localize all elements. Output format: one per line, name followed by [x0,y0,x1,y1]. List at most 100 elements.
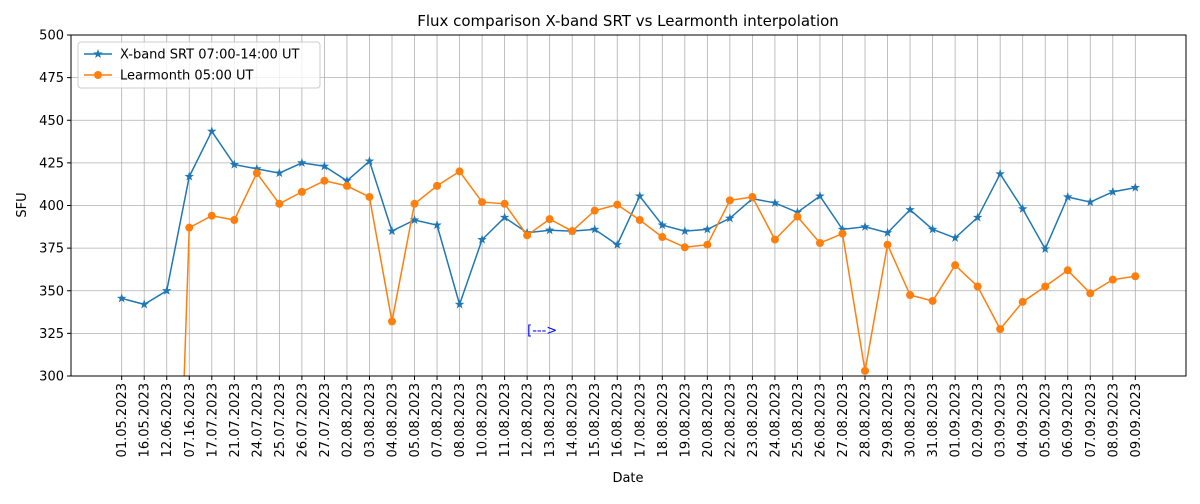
x-tick-label: 12.08.2023 [521,383,536,457]
x-tick-label: 01.09.2023 [949,383,964,457]
marker [1131,272,1140,281]
y-tick-label: 475 [39,71,64,86]
marker [725,213,735,223]
plot-area [116,126,1141,376]
marker [905,204,915,214]
x-tick-label: 10.08.2023 [476,383,491,457]
x-tick-label: 13.08.2023 [543,383,558,457]
marker [996,325,1005,334]
marker [1085,197,1096,207]
marker [342,181,351,190]
y-tick-label: 425 [39,156,64,171]
x-tick-label: 04.09.2023 [1016,383,1031,457]
series-line [121,129,1136,307]
marker [906,291,915,300]
marker [523,231,532,240]
annotation: [---> [527,323,557,338]
marker [297,157,307,167]
y-tick-label: 350 [39,284,64,299]
marker [1040,243,1050,254]
y-tick-label: 325 [39,327,64,342]
marker [680,243,689,252]
marker [478,198,487,207]
marker [568,227,577,236]
marker [387,226,397,236]
y-tick-label: 300 [39,370,64,385]
x-tick-label: 02.09.2023 [971,383,986,457]
x-axis-label: Date [612,471,643,486]
marker [93,49,103,59]
marker [185,223,194,232]
marker [1018,297,1027,306]
marker [793,212,802,221]
x-tick-label: 14.08.2023 [566,383,581,457]
x-tick-label: 11.08.2023 [498,383,513,457]
x-tick-label: 17.08.2023 [633,383,648,457]
series-line [183,170,1136,376]
x-tick-label: 16.05.2023 [138,383,153,457]
marker [499,212,510,222]
x-tick-label: 23.08.2023 [746,383,761,457]
marker [342,175,352,185]
marker [815,239,824,248]
marker [161,285,172,295]
legend: X-band SRT 07:00-14:00 UT Learmonth 05:00… [77,41,321,89]
x-tick-label: 20.08.2023 [701,383,716,457]
marker [410,199,419,208]
x-tick-label: 22.08.2023 [723,383,738,457]
marker [973,282,982,291]
x-tick-label: 17.07.2023 [205,383,220,457]
x-tick-label: 27.08.2023 [836,383,851,457]
marker [432,220,442,230]
marker [454,299,465,309]
marker [770,197,780,207]
marker [319,161,330,171]
marker [861,366,870,375]
marker [477,234,487,244]
y-tick-label: 450 [39,114,64,129]
x-tick-label: 30.08.2023 [904,383,919,457]
overlay: 300 325 350 375 400 425 450 475 500 01.05.2023 16.… [39,29,1144,458]
x-tick-label: 04.08.2023 [385,383,400,457]
marker [433,181,442,190]
marker [139,299,149,309]
marker [207,126,217,136]
legend-box [77,41,321,89]
x-tick-label: 28.08.2023 [859,383,874,457]
marker [680,226,690,236]
marker [1108,186,1118,196]
x-tick-label: 21.07.2023 [228,383,243,457]
marker [883,240,892,249]
marker [725,196,734,205]
marker [455,167,464,176]
marker [274,168,285,178]
x-tick-label: 12.06.2023 [160,383,175,457]
y-tick-label: 375 [39,242,64,257]
marker [275,199,284,208]
marker [882,227,893,237]
marker [409,214,420,225]
marker [838,229,847,238]
x-tick-label: 25.08.2023 [791,383,806,457]
marker [1063,266,1072,275]
x-tick-label: 15.08.2023 [588,383,603,457]
marker [94,71,102,79]
y-tick-label: 400 [39,199,64,214]
marker [544,225,555,235]
marker [1086,289,1095,298]
marker [748,192,757,201]
marker [658,233,667,242]
marker [365,192,374,201]
marker [860,221,870,231]
marker [770,235,779,244]
x-tick-label: 18.08.2023 [656,383,671,457]
marker [657,220,668,230]
x-tick-label: 08.09.2023 [1106,383,1121,457]
marker [703,240,712,249]
x-tick-label: 07.16.2023 [183,383,198,457]
x-tick-label: 19.08.2023 [678,383,693,457]
x-tick-label: 24.07.2023 [250,383,265,457]
x-tick-label: 08.08.2023 [453,383,468,457]
marker [950,232,960,242]
